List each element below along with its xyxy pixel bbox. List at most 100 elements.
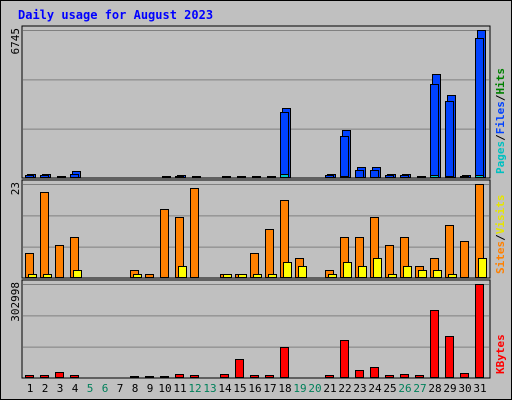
bar-sites-day-18 <box>283 262 292 278</box>
x-tick-label: 26 <box>398 382 411 395</box>
bar-kbytes-day-26 <box>400 374 409 378</box>
bar-files-day-28 <box>430 84 439 178</box>
bar-hits-day-12 <box>192 176 201 178</box>
bar-sites-day-17 <box>268 274 277 278</box>
bar-kbytes-day-1 <box>25 375 34 378</box>
legend-entry: Files <box>494 101 507 134</box>
bar-hits-day-17 <box>267 176 276 178</box>
panel-frame <box>21 279 491 379</box>
x-tick-label: 12 <box>188 382 201 395</box>
bar-pages-day-18 <box>280 174 289 178</box>
x-tick-label: 20 <box>308 382 321 395</box>
x-tick-label: 25 <box>383 382 396 395</box>
bar-files-day-18 <box>280 112 289 178</box>
bar-sites-day-31 <box>478 258 487 278</box>
bar-sites-day-14 <box>223 274 232 278</box>
bar-sites-day-23 <box>358 266 367 278</box>
legend-entry: Pages <box>494 141 507 174</box>
bar-kbytes-day-14 <box>220 374 229 378</box>
bar-kbytes-day-10 <box>160 376 169 378</box>
bar-files-day-26 <box>400 175 409 178</box>
bar-visits-day-12 <box>190 188 199 278</box>
bar-pages-day-31 <box>475 175 484 178</box>
bar-sites-day-28 <box>433 270 442 278</box>
x-tick-label: 2 <box>42 382 49 395</box>
x-tick-label: 3 <box>57 382 64 395</box>
legend-entry: KBytes <box>494 334 507 374</box>
bar-kbytes-day-4 <box>70 375 79 378</box>
bar-kbytes-day-16 <box>250 375 259 378</box>
bar-visits-day-9 <box>145 274 154 278</box>
bar-hits-day-27 <box>417 176 426 178</box>
bar-kbytes-day-30 <box>460 373 469 378</box>
x-tick-label: 31 <box>473 382 486 395</box>
bar-sites-day-16 <box>253 274 262 278</box>
bar-hits-day-10 <box>162 176 171 178</box>
x-tick-label: 19 <box>293 382 306 395</box>
bar-files-day-4 <box>70 174 79 178</box>
x-tick-label: 18 <box>278 382 291 395</box>
bar-visits-day-10 <box>160 209 169 278</box>
x-tick-label: 27 <box>413 382 426 395</box>
bar-visits-day-25 <box>385 245 394 278</box>
bar-sites-day-1 <box>28 274 37 278</box>
bar-kbytes-day-22 <box>340 340 349 378</box>
bar-kbytes-day-9 <box>145 376 154 378</box>
bar-kbytes-day-15 <box>235 359 244 378</box>
x-tick-label: 14 <box>218 382 232 395</box>
bar-visits-day-1 <box>25 253 34 278</box>
x-tick-label: 8 <box>132 382 139 395</box>
chart-panels: 6745Pages/Files/Hits23Sites/Visits302998… <box>9 25 507 379</box>
bar-pages-day-22 <box>340 176 349 178</box>
bar-visits-day-3 <box>55 245 64 278</box>
bar-files-day-22 <box>340 136 349 178</box>
bar-kbytes-day-2 <box>40 375 49 378</box>
chart-panel-3: 302998 KBytes <box>9 279 507 379</box>
legend-separator: / <box>494 134 507 141</box>
x-tick-label: 1 <box>27 382 34 395</box>
panel-legend: Pages/Files/Hits <box>494 68 507 174</box>
bar-sites-day-27 <box>418 270 427 278</box>
bar-kbytes-day-23 <box>355 370 364 378</box>
x-tick-label: 22 <box>338 382 351 395</box>
bar-files-day-30 <box>460 176 469 178</box>
bar-kbytes-day-3 <box>55 372 64 378</box>
bar-visits-day-29 <box>445 225 454 278</box>
bar-files-day-29 <box>445 101 454 178</box>
bar-hits-day-15 <box>237 176 246 178</box>
panel-max-label: 6745 <box>9 28 22 55</box>
bar-kbytes-day-29 <box>445 336 454 378</box>
bar-sites-day-8 <box>133 274 142 278</box>
bar-files-day-2 <box>40 175 49 178</box>
chart-panel-1: 6745 Pages/Files/Hits <box>9 25 507 179</box>
bar-kbytes-day-8 <box>130 376 139 378</box>
bar-files-day-21 <box>325 175 334 178</box>
bar-sites-day-15 <box>238 274 247 278</box>
bar-sites-day-11 <box>178 266 187 278</box>
bar-kbytes-day-12 <box>190 375 199 378</box>
bar-kbytes-day-21 <box>325 375 334 378</box>
bar-sites-day-21 <box>328 274 337 278</box>
legend-separator: / <box>494 94 507 101</box>
chart-panel-2: 23 Sites/Visits <box>9 179 507 279</box>
bar-sites-day-22 <box>343 262 352 278</box>
bar-kbytes-day-31 <box>475 284 484 378</box>
legend-entry: Sites <box>494 241 507 274</box>
x-tick-label: 4 <box>72 382 79 395</box>
x-tick-label: 29 <box>443 382 456 395</box>
x-tick-label: 30 <box>458 382 471 395</box>
bar-sites-day-25 <box>388 274 397 278</box>
bar-sites-day-24 <box>373 258 382 278</box>
bar-hits-day-3 <box>57 176 66 178</box>
x-tick-label: 21 <box>323 382 336 395</box>
bar-kbytes-day-24 <box>370 367 379 378</box>
bar-hits-day-14 <box>222 176 231 178</box>
x-tick-label: 16 <box>248 382 261 395</box>
bar-kbytes-day-27 <box>415 375 424 378</box>
bar-kbytes-day-17 <box>265 375 274 378</box>
legend-entry: Visits <box>494 195 507 235</box>
x-tick-label: 5 <box>87 382 94 395</box>
panel-max-label: 302998 <box>9 282 22 322</box>
